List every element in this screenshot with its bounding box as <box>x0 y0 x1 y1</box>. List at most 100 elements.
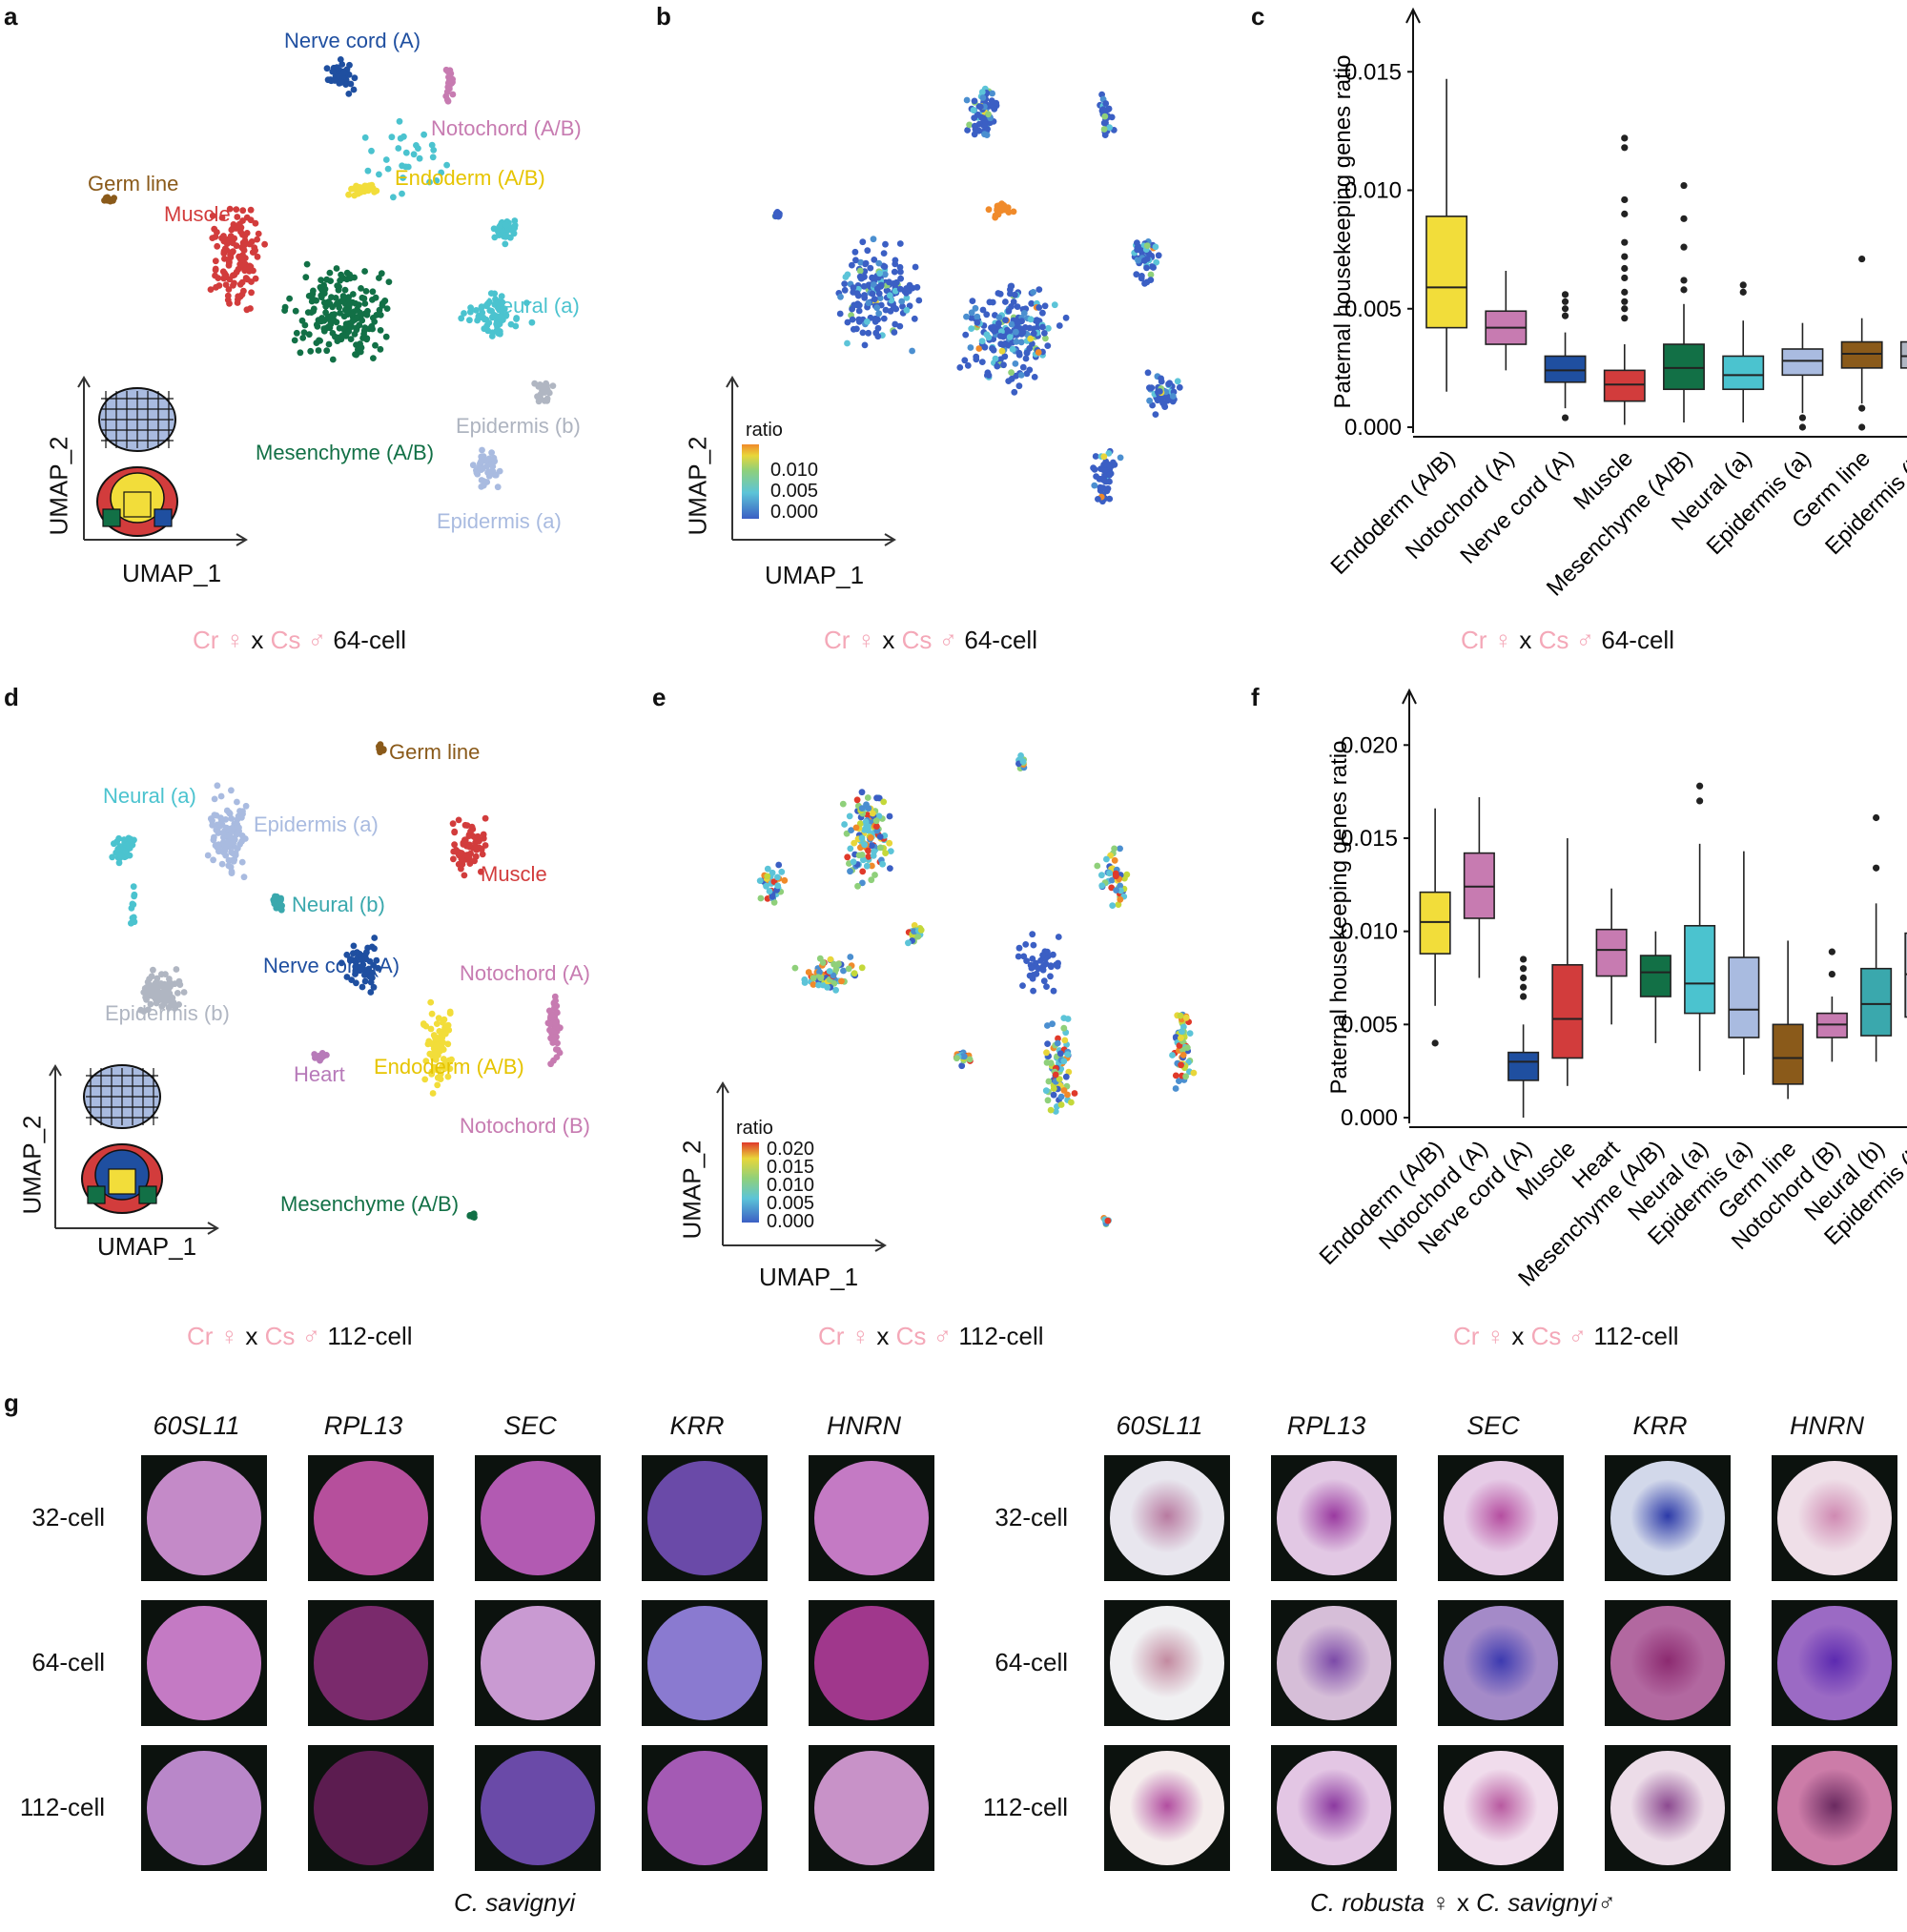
outlier-point <box>1621 264 1629 273</box>
outlier-point <box>1520 974 1528 982</box>
cluster-label-mesenchyme-d: Mesenchyme (A/B) <box>280 1192 460 1216</box>
ish-image-hnrn-112-cell <box>1772 1745 1897 1871</box>
y-tick-label: 0.020 <box>1341 732 1398 758</box>
ish-image-sec-32-cell <box>475 1455 601 1581</box>
gene-label-rpl13: RPL13 <box>1286 1411 1366 1440</box>
stage-label-64-cell: 64-cell <box>995 1648 1068 1676</box>
outlier-point <box>1621 210 1629 217</box>
box-muscle <box>1551 837 1584 1086</box>
cluster-label-nerve-cord-d: Nerve cord (A) <box>263 954 400 977</box>
embryo <box>1777 1606 1892 1720</box>
outlier-point <box>1858 404 1866 412</box>
panel-letter-a: a <box>4 2 18 31</box>
outlier-point <box>1828 970 1835 978</box>
y-tick-label: 0.000 <box>1344 415 1402 441</box>
box-nerve-cord-a- <box>1507 956 1540 1118</box>
colorbar-title-b: ratio <box>746 420 783 441</box>
stage-label-32-cell: 32-cell <box>995 1503 1068 1531</box>
ish-image-rpl13-64-cell <box>1271 1600 1397 1726</box>
umap-panel-b: ratio 0.010 0.005 0.000 UMAP_1 UMAP_2 <box>683 19 1259 610</box>
embryo <box>314 1606 428 1720</box>
embryo <box>314 1461 428 1575</box>
embryo <box>814 1461 929 1575</box>
embryo <box>647 1751 762 1865</box>
umap-panel-e: ratio 0.020 0.015 0.010 0.005 0.000 UMAP… <box>667 706 1259 1291</box>
cluster-label-notochord-b-d: Notochord (B) <box>460 1114 590 1138</box>
panel-b-points <box>771 85 1183 505</box>
gene-label-sec: SEC <box>503 1411 557 1440</box>
ish-image-krr-32-cell <box>1605 1455 1731 1581</box>
outlier-point <box>1621 144 1629 152</box>
y-axis-label: Paternal housekeeping genes ratio <box>1326 741 1352 1095</box>
outlier-point <box>1680 181 1688 190</box>
stage-label-64-cell: 64-cell <box>31 1648 105 1676</box>
umap-plot-b <box>726 85 1183 546</box>
outlier-point <box>1696 797 1704 805</box>
embryo <box>1277 1606 1391 1720</box>
umap-y-label-d: UMAP_2 <box>17 1115 47 1215</box>
umap-y-label-b: UMAP_2 <box>683 436 712 536</box>
outlier-point <box>1621 305 1629 313</box>
ish-image-sec-64-cell <box>475 1600 601 1726</box>
ish-image-hnrn-32-cell <box>809 1455 934 1581</box>
embryo <box>1444 1751 1558 1865</box>
embryo <box>481 1606 595 1720</box>
umap-plot-a <box>77 56 557 546</box>
colorbar-tick-b-1: 0.005 <box>770 481 819 502</box>
ish-image-hnrn-112-cell <box>809 1745 934 1871</box>
embryo <box>1610 1606 1725 1720</box>
cluster-label-muscle: Muscle <box>164 202 231 226</box>
outlier-point <box>1520 956 1528 963</box>
outlier-point <box>1858 255 1866 263</box>
box-endoderm-a-b- <box>1419 808 1451 1047</box>
colorbar-tick-e-4: 0.000 <box>767 1211 815 1232</box>
box-endoderm-a-b- <box>1425 78 1468 392</box>
cluster-label-epidermis-a-d: Epidermis (a) <box>254 812 379 836</box>
embryo <box>481 1461 595 1575</box>
ish-image-60sl11-32-cell <box>1104 1455 1230 1581</box>
outlier-point <box>1621 315 1629 322</box>
y-tick-label: 0.015 <box>1344 59 1402 85</box>
embryo <box>481 1751 595 1865</box>
y-axis-label: Paternal housekeeping genes ratio <box>1330 55 1356 409</box>
umap-panel-d: Germ line Neural (a) Epidermis (a) Muscl… <box>10 706 620 1278</box>
box-neural-b- <box>1860 813 1893 1062</box>
box-germ-line <box>1772 940 1804 1100</box>
cluster-label-neural-b-d: Neural (b) <box>292 893 385 916</box>
gene-label-hnrn: HNRN <box>827 1411 901 1440</box>
species-label-left: C. savignyi <box>454 1888 576 1917</box>
colorbar-tick-e-1: 0.015 <box>767 1157 815 1178</box>
outlier-point <box>1828 948 1835 956</box>
outlier-point <box>1621 298 1629 305</box>
ish-image-rpl13-32-cell <box>308 1455 434 1581</box>
outlier-point <box>1798 414 1807 421</box>
y-tick-label: 0.010 <box>1341 919 1398 945</box>
embryo <box>314 1751 428 1865</box>
box-germ-line <box>1840 255 1883 431</box>
ish-image-sec-64-cell <box>1438 1600 1564 1726</box>
stage-label-112-cell: 112-cell <box>19 1793 105 1821</box>
outlier-point <box>1858 423 1866 431</box>
box-mesenchyme-a-b- <box>1639 931 1671 1043</box>
box-epidermis-a- <box>1728 851 1760 1076</box>
ish-image-hnrn-64-cell <box>1772 1600 1897 1726</box>
panel-letter-b: b <box>656 2 671 31</box>
species-label-right: C. robusta ♀ x C. savignyi♂ <box>1310 1888 1616 1917</box>
umap-y-label-a: UMAP_2 <box>44 436 73 536</box>
outlier-point <box>1561 312 1569 319</box>
scale-bar <box>1844 1877 1871 1881</box>
panel-letter-e: e <box>652 683 666 711</box>
panel-a-points <box>101 56 557 491</box>
embryo <box>647 1461 762 1575</box>
caption-c: Cr ♀ x Cs ♂ 64-cell <box>1461 626 1674 654</box>
outlier-point <box>1873 813 1880 822</box>
outlier-point <box>1798 423 1807 431</box>
cluster-label-neural-a: Neural (a) <box>486 294 580 318</box>
box-epidermis-a- <box>1781 322 1824 431</box>
embryo <box>1610 1751 1725 1865</box>
panel-letter-d: d <box>4 683 19 711</box>
umap-y-label-e: UMAP_2 <box>677 1140 707 1240</box>
outlier-point <box>1739 288 1747 296</box>
